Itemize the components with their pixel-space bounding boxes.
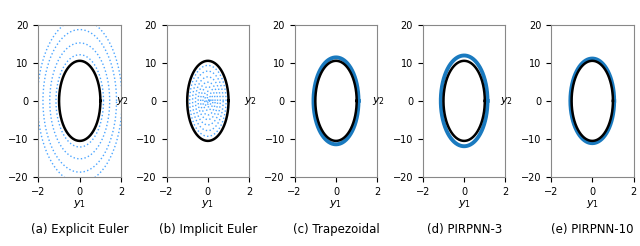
Text: (d) PIRPNN-3: (d) PIRPNN-3	[426, 223, 502, 236]
Y-axis label: $y_2$: $y_2$	[500, 95, 513, 107]
X-axis label: $y_1$: $y_1$	[586, 198, 599, 210]
Y-axis label: $y_2$: $y_2$	[372, 95, 385, 107]
Text: (c) Trapezoidal: (c) Trapezoidal	[292, 223, 380, 236]
Y-axis label: $y_2$: $y_2$	[244, 95, 257, 107]
Text: (e) PIRPNN-10: (e) PIRPNN-10	[551, 223, 634, 236]
X-axis label: $y_1$: $y_1$	[73, 198, 86, 210]
X-axis label: $y_1$: $y_1$	[458, 198, 470, 210]
Text: (a) Explicit Euler: (a) Explicit Euler	[31, 223, 129, 236]
X-axis label: $y_1$: $y_1$	[330, 198, 342, 210]
X-axis label: $y_1$: $y_1$	[202, 198, 214, 210]
Text: (b) Implicit Euler: (b) Implicit Euler	[159, 223, 257, 236]
Y-axis label: $y_2$: $y_2$	[116, 95, 129, 107]
